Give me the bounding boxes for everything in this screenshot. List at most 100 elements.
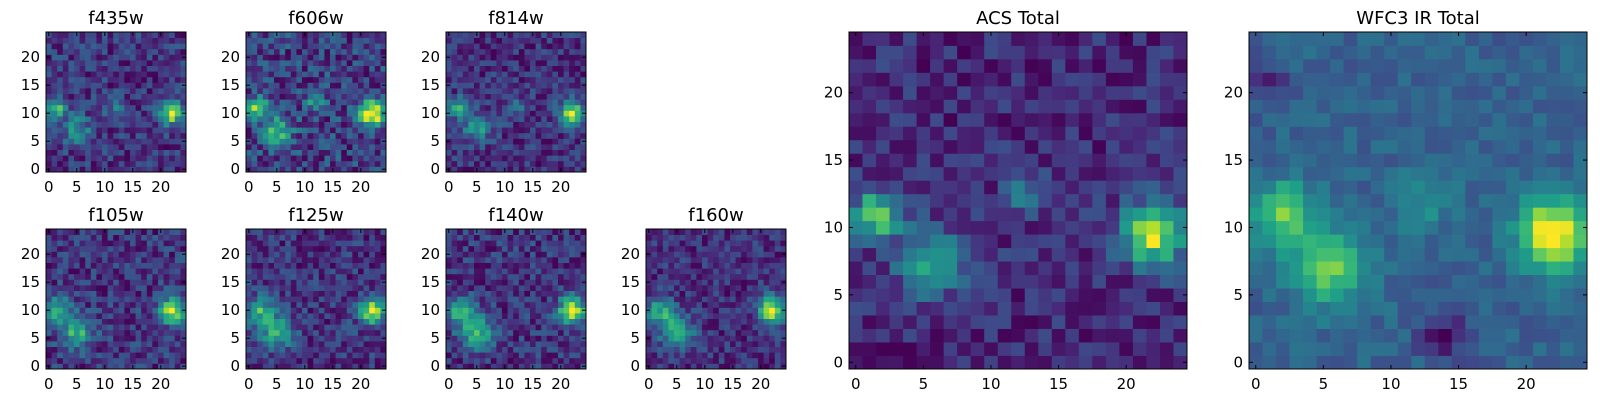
heatmap-cell — [479, 121, 486, 128]
heatmap-cell — [257, 121, 264, 128]
heatmap-cell — [479, 285, 486, 291]
heatmap-cell — [1065, 166, 1080, 181]
heatmap-cell — [646, 240, 652, 247]
heatmap-cell — [374, 240, 381, 247]
heatmap-cell — [530, 48, 536, 55]
heatmap-cell — [769, 352, 776, 359]
heatmap-cell — [152, 65, 159, 72]
heatmap-cell — [124, 32, 131, 38]
heatmap-cell — [490, 54, 497, 61]
heatmap-cell — [468, 149, 475, 156]
heatmap-cell — [558, 346, 564, 353]
heatmap-cell — [685, 285, 692, 291]
heatmap-cell — [268, 93, 275, 100]
heatmap-cell — [930, 247, 945, 262]
heatmap-cell — [135, 99, 142, 106]
heatmap-cell — [462, 301, 469, 308]
heatmap-cell — [102, 160, 108, 167]
heatmap-cell — [180, 268, 187, 275]
heatmap-cell — [889, 234, 904, 249]
heatmap-cell — [285, 160, 292, 167]
heatmap-cell — [690, 285, 697, 291]
heatmap-cell — [889, 355, 904, 370]
y-tick-label: 10 — [21, 301, 40, 319]
y-tick-label: 0 — [230, 160, 240, 178]
heatmap-cell — [530, 279, 536, 286]
heatmap-cell — [158, 54, 164, 61]
heatmap-cell — [274, 357, 280, 364]
heatmap-cell — [246, 346, 252, 353]
heatmap-cell — [313, 268, 320, 275]
heatmap-cell — [290, 138, 297, 145]
heatmap-cell — [113, 262, 120, 269]
heatmap-cell — [369, 363, 376, 370]
heatmap-cell — [1132, 274, 1147, 289]
heatmap-cell — [685, 296, 692, 303]
heatmap-cell — [507, 335, 514, 342]
heatmap-cell — [513, 160, 520, 167]
heatmap-cell — [462, 155, 469, 162]
heatmap-cell — [474, 290, 480, 297]
heatmap-cell — [468, 99, 475, 106]
heatmap-cell — [1105, 180, 1120, 195]
heatmap-cell — [146, 99, 153, 106]
heatmap-cell — [279, 229, 286, 235]
heatmap-cell — [380, 71, 387, 78]
heatmap-cell — [1078, 261, 1093, 276]
heatmap-cell — [113, 76, 120, 83]
heatmap-cell — [90, 318, 97, 325]
heatmap-cell — [290, 285, 297, 291]
heatmap-cell — [113, 155, 120, 162]
heatmap-cell — [141, 99, 148, 106]
heatmap-cell — [380, 229, 387, 235]
heatmap-cell — [380, 262, 387, 269]
heatmap-cell — [307, 54, 314, 61]
heatmap-cell — [502, 43, 508, 50]
heatmap-cell — [479, 76, 486, 83]
heatmap-cell — [713, 262, 720, 269]
heatmap-cell — [485, 268, 492, 275]
heatmap-cell — [324, 352, 331, 359]
heatmap-cell — [57, 324, 64, 331]
heatmap-cell — [74, 341, 80, 347]
heatmap-cell — [552, 132, 559, 139]
heatmap-cell — [74, 251, 80, 258]
heatmap-cell — [62, 144, 69, 150]
heatmap-cell — [569, 335, 576, 342]
heatmap-cell — [169, 82, 176, 89]
heatmap-cell — [479, 290, 486, 297]
heatmap-cell — [279, 335, 286, 342]
heatmap-cell — [552, 229, 559, 235]
heatmap-cell — [674, 290, 680, 297]
heatmap-cell — [279, 149, 286, 156]
heatmap-cell — [107, 93, 114, 100]
heatmap-cell — [752, 301, 759, 308]
heatmap-cell — [746, 324, 753, 331]
heatmap-cell — [152, 138, 159, 145]
heatmap-cell — [330, 290, 336, 297]
heatmap-cell — [507, 144, 514, 150]
heatmap-cell — [352, 65, 359, 72]
heatmap-cell — [262, 324, 269, 331]
heatmap-cell — [107, 54, 114, 61]
heatmap-cell — [713, 234, 720, 241]
heatmap-cell — [296, 296, 303, 303]
heatmap-cell — [468, 43, 475, 50]
heatmap-cell — [1092, 328, 1107, 343]
heatmap-cell — [468, 279, 475, 286]
heatmap-cell — [718, 313, 725, 319]
heatmap-cell — [296, 160, 303, 167]
heatmap-cell — [490, 121, 497, 128]
heatmap-cell — [507, 324, 514, 331]
heatmap-cell — [662, 262, 669, 269]
heatmap-cell — [446, 43, 452, 50]
heatmap-cell — [330, 245, 336, 252]
heatmap-cell — [657, 318, 664, 325]
heatmap-cell — [535, 363, 542, 370]
heatmap-cell — [903, 220, 917, 235]
heatmap-cell — [1146, 274, 1161, 289]
heatmap-cell — [363, 313, 370, 319]
heatmap-cell — [363, 116, 370, 122]
heatmap-cell — [358, 104, 364, 111]
heatmap-cell — [141, 76, 148, 83]
